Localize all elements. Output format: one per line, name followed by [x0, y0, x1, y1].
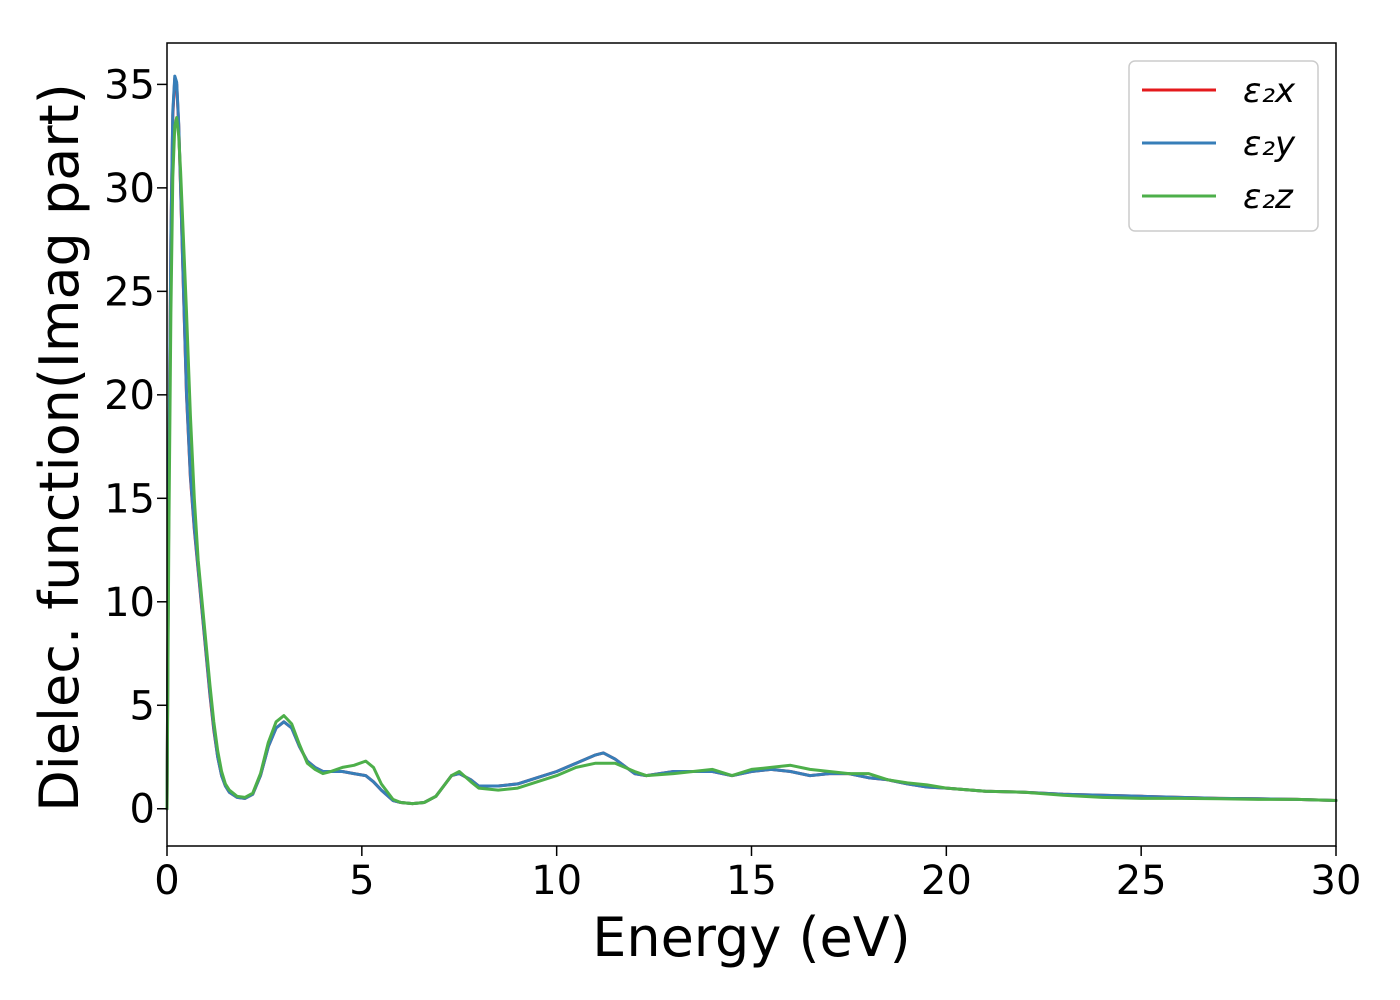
x-tick-label: 20 — [921, 858, 972, 904]
legend-entries: ε₂x ε₂y ε₂z — [1142, 71, 1296, 217]
x-axis-label: Energy (eV) — [592, 906, 911, 969]
x-tick-label: 0 — [154, 858, 179, 904]
x-tick-label: 10 — [531, 858, 582, 904]
y-tick-label: 10 — [104, 580, 155, 626]
y-tick-label: 30 — [104, 166, 155, 212]
legend-label-1: ε₂y — [1243, 124, 1296, 164]
y-tick-label: 25 — [104, 269, 155, 315]
legend-box — [1128, 60, 1319, 232]
legend-label-0: ε₂x — [1243, 71, 1296, 111]
legend: ε₂x ε₂y ε₂z — [1128, 60, 1319, 232]
y-tick-label: 35 — [104, 62, 155, 108]
y-tick-label: 15 — [104, 476, 155, 522]
x-tick-label: 15 — [726, 858, 777, 904]
x-tick-label: 25 — [1116, 858, 1167, 904]
x-axis-ticks: 0 5 10 15 20 25 30 — [154, 846, 1361, 904]
legend-label-2: ε₂z — [1243, 177, 1294, 217]
x-tick-label: 30 — [1311, 858, 1362, 904]
x-tick-label: 5 — [349, 858, 374, 904]
y-tick-label: 0 — [130, 787, 155, 833]
y-axis-label: Dielec. function(Imag part) — [28, 83, 91, 812]
series-line-2 — [165, 116, 1338, 811]
y-axis-ticks: 0 5 10 15 20 25 30 35 — [104, 62, 167, 833]
y-tick-label: 20 — [104, 373, 155, 419]
series-layer — [165, 74, 1338, 811]
y-tick-label: 5 — [130, 683, 155, 729]
